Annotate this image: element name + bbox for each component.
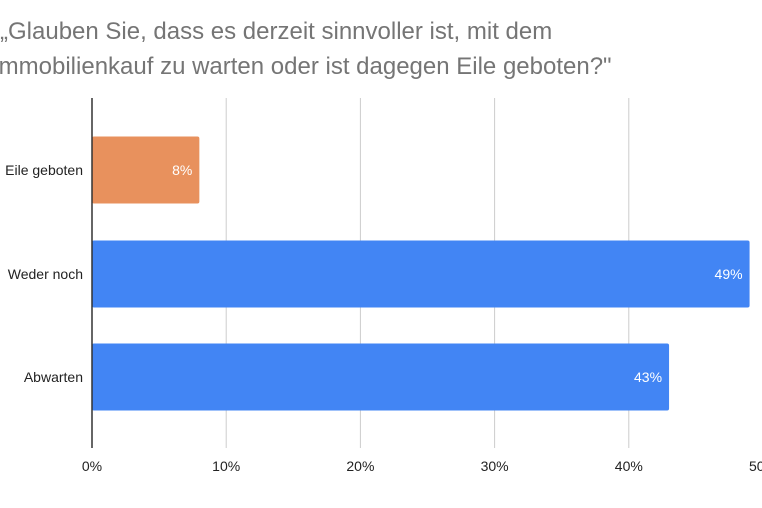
category-label-1: Weder noch <box>8 266 83 282</box>
bar-2 <box>92 343 670 411</box>
category-label-0: Eile geboten <box>5 162 83 178</box>
x-tick-label-30: 30% <box>481 458 509 474</box>
category-label-2: Abwarten <box>24 369 83 385</box>
x-tick-label-40: 40% <box>615 458 643 474</box>
value-label-2: 43% <box>634 369 662 385</box>
x-tick-label-0: 0% <box>82 458 102 474</box>
bar-1 <box>92 240 750 308</box>
x-tick-label-10: 10% <box>212 458 240 474</box>
bar-0 <box>92 136 200 204</box>
value-label-0: 8% <box>172 162 192 178</box>
chart-title-line-1: „Glauben Sie, dass es derzeit sinnvoller… <box>0 18 553 45</box>
x-tick-label-50: 50% <box>749 458 762 474</box>
x-tick-label-20: 20% <box>346 458 374 474</box>
value-label-1: 49% <box>715 266 743 282</box>
chart-title-line-2: Immobilienkauf zu warten oder ist dagege… <box>0 53 612 80</box>
